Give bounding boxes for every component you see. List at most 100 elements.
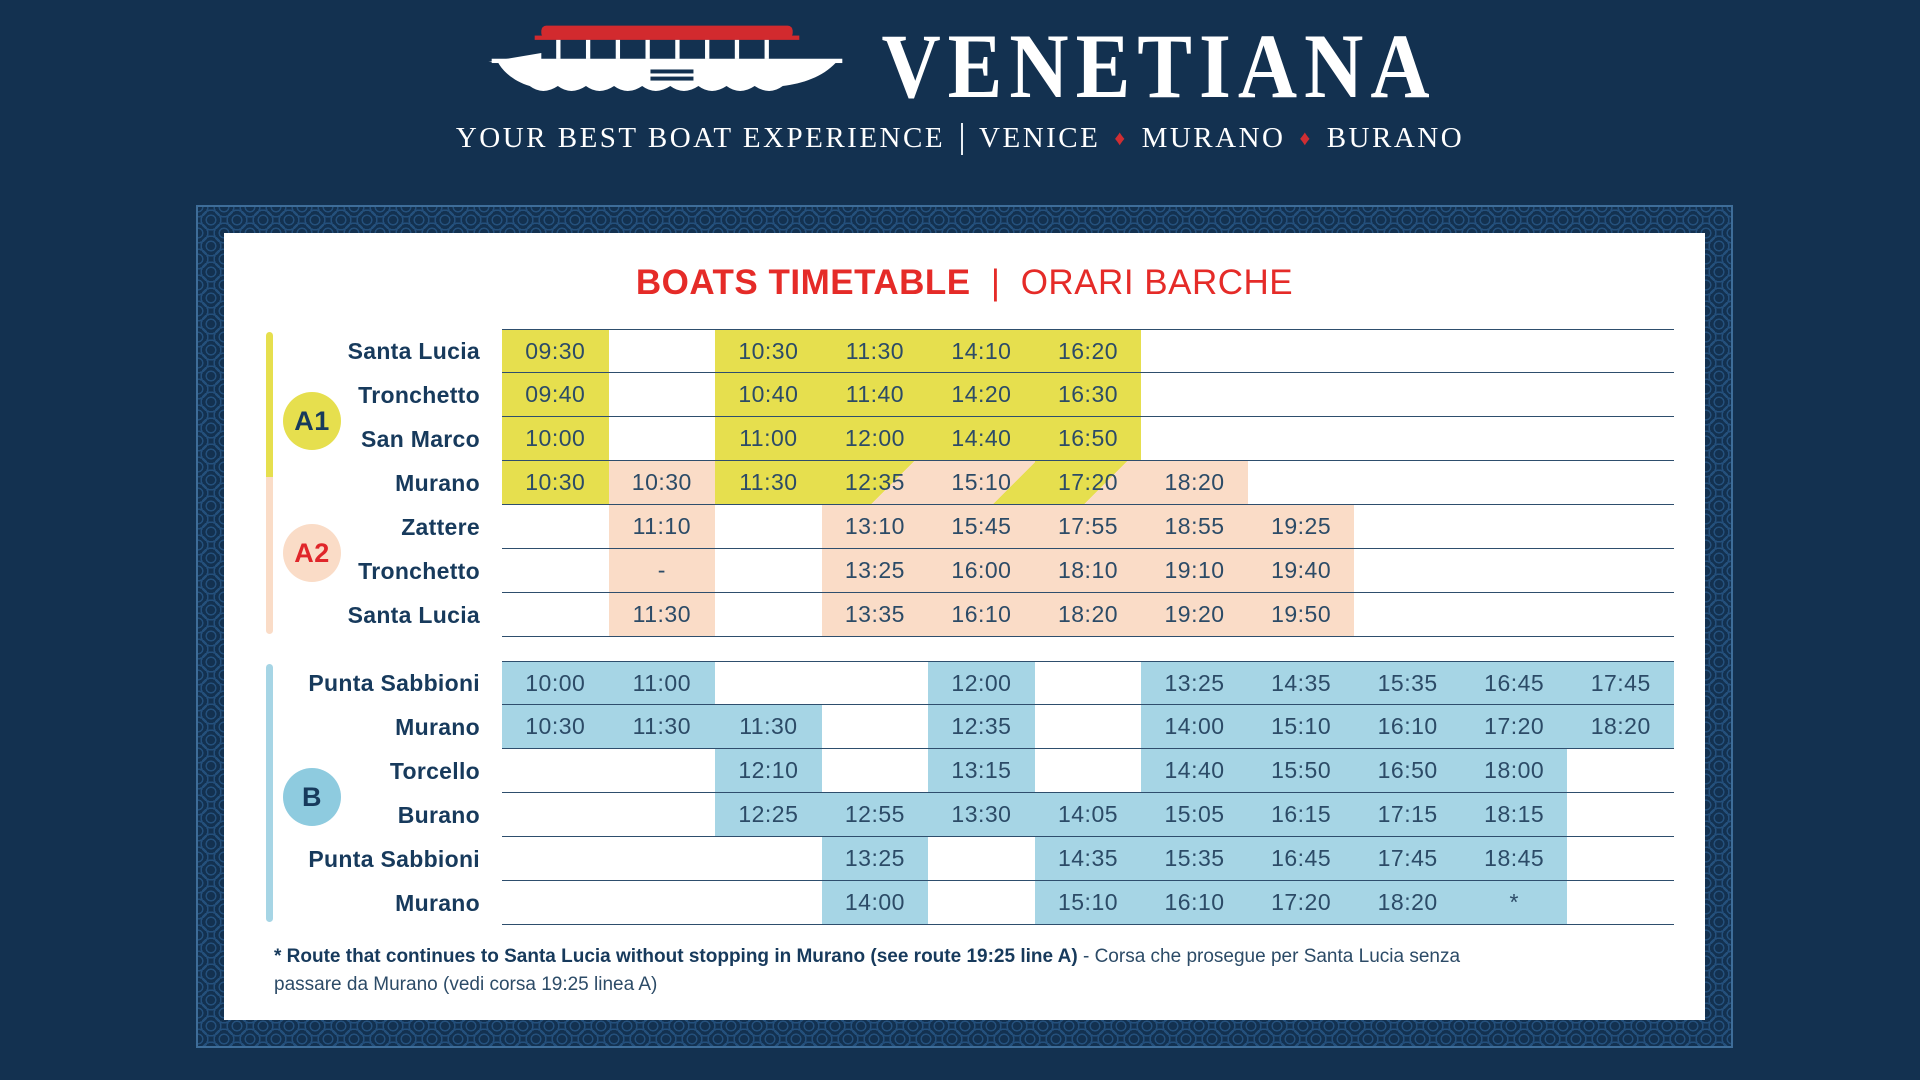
time-cell: 15:50 xyxy=(1247,749,1355,792)
time-cell xyxy=(502,593,609,636)
time-cell: 16:50 xyxy=(1354,749,1461,792)
time-cell xyxy=(1567,593,1674,636)
time-cell: 10:40 xyxy=(715,373,822,416)
time-cell xyxy=(928,881,1035,924)
time-cell xyxy=(1354,417,1461,460)
time-strip: 10:00 11:00 12:00 13:25 14:35 15:35 16:45 17:45 xyxy=(502,661,1675,705)
time-cell: 11:30 xyxy=(715,705,822,748)
time-cell: * xyxy=(1460,881,1568,924)
time-cell xyxy=(609,793,716,836)
time-cell: 12:55 xyxy=(821,793,929,836)
time-cell xyxy=(1354,373,1461,416)
time-cell: 09:40 xyxy=(502,373,609,416)
logo-row: VENETIANA xyxy=(0,0,1920,112)
time-strip: 14:00 15:10 16:10 17:20 18:20 * xyxy=(502,881,1674,925)
time-cell xyxy=(1141,330,1248,372)
time-cell: 14:05 xyxy=(1034,793,1142,836)
time-cell xyxy=(822,749,929,792)
time-strip: - 13:25 16:00 18:10 19:10 19:40 xyxy=(502,549,1674,593)
time-cell xyxy=(1461,505,1568,548)
time-cell: 19:20 xyxy=(1141,593,1248,636)
time-cell: 13:35 xyxy=(821,593,929,636)
time-cell: 11:40 xyxy=(821,373,929,416)
timetable-row: Murano 10:30 11:30 11:30 12:35 14:00 15:10 16:1… xyxy=(224,705,1675,749)
route-badge-B: B xyxy=(283,768,341,826)
time-cell xyxy=(715,549,822,592)
time-cell xyxy=(1141,373,1248,416)
time-cell xyxy=(1461,549,1568,592)
time-cell: 17:15 xyxy=(1354,793,1461,836)
time-cell xyxy=(1567,549,1674,592)
time-cell xyxy=(1567,373,1674,416)
time-cell xyxy=(609,330,716,372)
time-cell: 15:05 xyxy=(1141,793,1248,836)
time-cell: 17:55 xyxy=(1034,505,1142,548)
time-cell: 09:30 xyxy=(502,330,609,372)
footnote-italian: - Corsa che prosegue per Santa Lucia sen… xyxy=(274,946,1461,995)
time-cell: 12:00 xyxy=(928,662,1035,704)
destination-burano: BURANO xyxy=(1326,122,1465,154)
time-cell: 13:25 xyxy=(821,549,929,592)
time-cell: 17:45 xyxy=(1354,837,1461,880)
time-cell xyxy=(609,881,716,924)
time-cell: 16:10 xyxy=(928,593,1035,636)
time-cell: 10:30 xyxy=(502,461,609,504)
timetable-section-A: A1 A2 Santa Lucia 09:30 10:30 11:30 14:10 16:20… xyxy=(224,329,1674,637)
time-cell xyxy=(1567,417,1674,460)
time-cell: 17:20 xyxy=(1460,705,1568,748)
time-cell: 12:00 xyxy=(821,417,929,460)
destinations: VENICE ♦ MURANO ♦ BURANO xyxy=(979,122,1464,155)
time-strip: 10:00 11:00 12:00 14:40 16:50 xyxy=(502,417,1674,461)
time-cell: 14:20 xyxy=(928,373,1035,416)
time-strip: 13:25 14:35 15:35 16:45 17:45 18:45 xyxy=(502,837,1674,881)
time-cell xyxy=(609,417,716,460)
time-cell: 15:10 xyxy=(1247,705,1355,748)
time-cell: 13:15 xyxy=(928,749,1035,792)
time-cell xyxy=(1354,549,1461,592)
stop-label: Torcello xyxy=(389,758,480,784)
time-cell: 10:30 xyxy=(502,705,609,748)
footnote-english: * Route that continues to Santa Lucia wi… xyxy=(274,946,1078,967)
destination-venice: VENICE xyxy=(979,122,1101,154)
stop-label: Tronchetto xyxy=(358,382,480,408)
time-cell xyxy=(928,837,1035,880)
time-cell: 14:35 xyxy=(1034,837,1142,880)
timetable-row: Burano 12:25 12:55 13:30 14:05 15:05 16:15 17:1… xyxy=(224,793,1674,837)
time-cell xyxy=(1567,837,1674,880)
time-cell: 10:00 xyxy=(502,417,609,460)
time-cell: 17:20 xyxy=(1247,881,1355,924)
time-cell xyxy=(1567,461,1674,504)
time-cell xyxy=(1248,461,1355,504)
title-english: BOATS TIMETABLE xyxy=(635,263,971,302)
time-cell: 10:30 xyxy=(715,330,822,372)
time-cell: 11:30 xyxy=(608,705,716,748)
time-cell: 11:00 xyxy=(715,417,822,460)
time-cell xyxy=(1035,705,1142,748)
decorative-wave-frame: BOATS TIMETABLE | ORARI BARCHE A1 A2 Santa… xyxy=(196,205,1733,1048)
time-strip: 12:10 13:15 14:40 15:50 16:50 18:00 xyxy=(502,749,1674,793)
destination-murano: MURANO xyxy=(1141,122,1286,154)
time-cell xyxy=(1248,417,1355,460)
time-cell: 15:10 xyxy=(928,461,1035,504)
time-cell: 16:15 xyxy=(1247,793,1355,836)
boat-logo-icon xyxy=(488,25,843,91)
time-cell: 19:40 xyxy=(1247,549,1355,592)
route-rail-B: B xyxy=(266,664,341,922)
time-cell xyxy=(715,881,822,924)
time-cell: 18:45 xyxy=(1460,837,1568,880)
time-cell xyxy=(1354,461,1461,504)
time-cell xyxy=(1567,505,1674,548)
time-cell xyxy=(502,837,609,880)
stop-label: Tronchetto xyxy=(358,558,480,584)
time-cell: 13:30 xyxy=(928,793,1035,836)
time-cell: 13:10 xyxy=(821,505,929,548)
timetable-row: Tronchetto - 13:25 16:00 18:10 19:10 19:40 xyxy=(224,549,1674,593)
timetables: A1 A2 Santa Lucia 09:30 10:30 11:30 14:10 16:20… xyxy=(224,329,1705,925)
time-cell xyxy=(1461,417,1568,460)
time-cell xyxy=(1461,373,1568,416)
stop-label: Punta Sabbioni xyxy=(308,670,480,696)
time-cell xyxy=(1035,749,1142,792)
time-cell: 16:00 xyxy=(928,549,1035,592)
diamond-icon: ♦ xyxy=(1299,126,1313,150)
title-italian: ORARI BARCHE xyxy=(1020,263,1294,302)
